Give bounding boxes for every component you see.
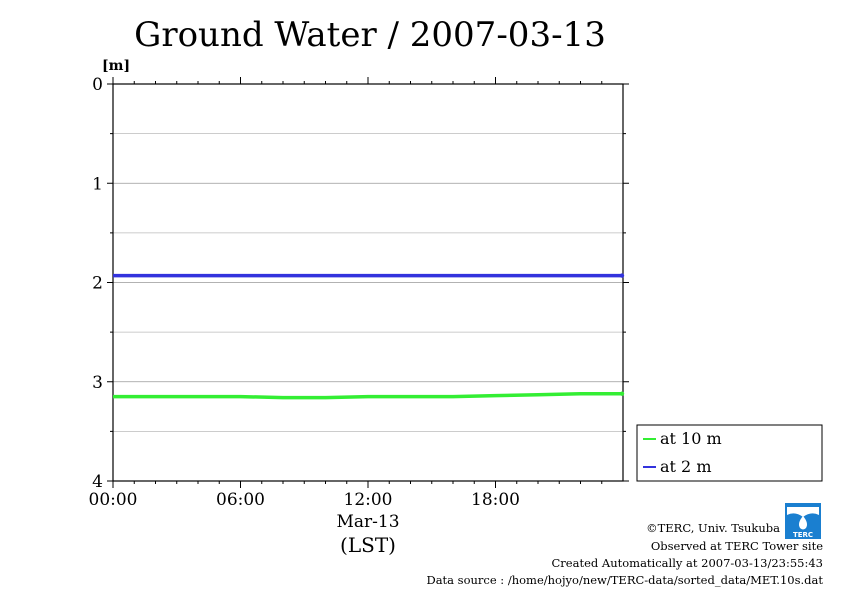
series-end-point-at-2m xyxy=(619,273,625,278)
x-tick-label: 06:00 xyxy=(216,490,265,510)
logo-drop-shape xyxy=(799,516,807,530)
y-tick-label: 1 xyxy=(92,174,103,194)
footer-source: Data source : /home/hojyo/new/TERC-data/… xyxy=(426,573,823,587)
legend-box xyxy=(636,424,823,482)
x-tick-label: 12:00 xyxy=(344,490,393,510)
logo-text: TERC xyxy=(793,531,813,539)
terc-logo: TERC xyxy=(785,503,821,539)
y-tick-label: 4 xyxy=(92,472,103,492)
x-axis-label: (LST) xyxy=(340,533,396,557)
y-tick-label: 0 xyxy=(92,75,103,95)
legend-label-10m: at 10 m xyxy=(660,429,722,448)
axis-ticks: 0 1 2 3 400:00 06:00 12:00 18:00 xyxy=(89,75,629,510)
x-tick-label: 18:00 xyxy=(471,490,520,510)
grid xyxy=(113,133,623,432)
legend: at 10 m at 2 m xyxy=(636,424,823,482)
footer-copyright: ©TERC, Univ. Tsukuba xyxy=(646,521,780,535)
legend-label-2m: at 2 m xyxy=(660,457,712,476)
logo-wave-shape xyxy=(787,507,819,517)
y-axis-unit: [m] xyxy=(102,58,130,74)
y-tick-label: 3 xyxy=(92,373,103,393)
series-end-point-at-10m xyxy=(619,391,625,396)
series-line-at-10m xyxy=(113,391,623,400)
chart-title: Ground Water / 2007-03-13 xyxy=(134,15,606,55)
y-tick-label: 2 xyxy=(92,274,103,294)
footer-created: Created Automatically at 2007-03-13/23:5… xyxy=(552,556,824,570)
x-date-label: Mar-13 xyxy=(336,512,399,532)
x-tick-label: 00:00 xyxy=(89,490,138,510)
footer-observed: Observed at TERC Tower site xyxy=(651,539,823,553)
series-group xyxy=(113,273,625,400)
